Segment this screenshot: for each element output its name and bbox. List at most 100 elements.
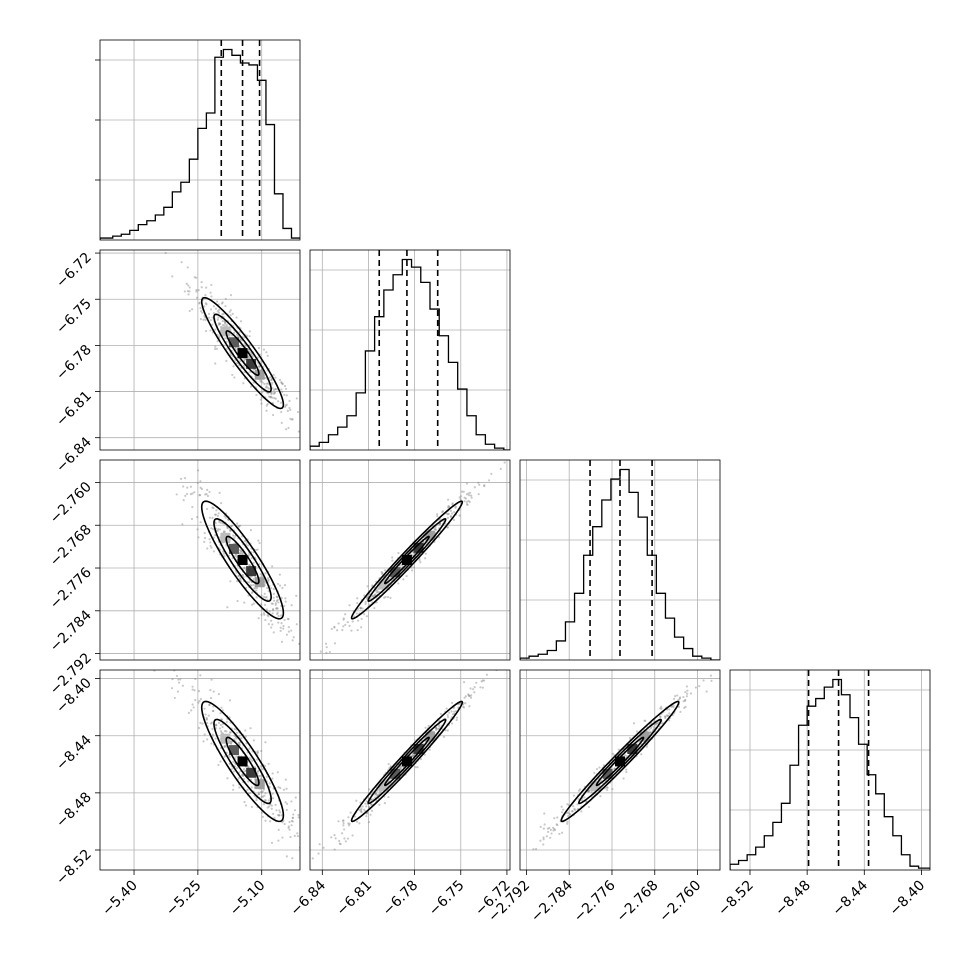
sample-point xyxy=(562,808,565,811)
sample-point xyxy=(448,711,451,714)
sample-point xyxy=(560,805,563,808)
density-cell xyxy=(237,348,248,359)
sample-point xyxy=(274,803,277,806)
sample-point xyxy=(257,769,260,773)
sample-point xyxy=(211,733,215,736)
sample-point xyxy=(268,805,271,808)
sample-point xyxy=(260,379,263,383)
sample-point xyxy=(212,709,215,712)
sample-point xyxy=(325,651,328,654)
sample-point xyxy=(263,603,267,606)
sample-point xyxy=(177,681,181,684)
sample-point xyxy=(451,713,455,716)
sample-point xyxy=(241,573,245,577)
sample-point xyxy=(384,595,387,599)
sample-point xyxy=(452,510,456,514)
sample-point xyxy=(477,493,480,496)
sample-point xyxy=(265,595,268,599)
sample-point xyxy=(606,786,609,789)
sample-point xyxy=(257,365,260,368)
sample-point xyxy=(283,393,286,396)
sample-point xyxy=(247,780,250,783)
sample-point xyxy=(249,385,253,388)
sample-point xyxy=(325,654,327,656)
sample-point xyxy=(263,382,266,386)
sample-point xyxy=(184,494,187,497)
sample-point xyxy=(348,604,351,607)
sample-point xyxy=(287,630,291,633)
sample-point xyxy=(273,816,276,819)
sample-point xyxy=(375,591,378,594)
sample-point xyxy=(204,329,208,333)
density-cell xyxy=(228,745,239,756)
sample-point xyxy=(241,773,244,776)
sample-point xyxy=(216,340,219,343)
density-cell xyxy=(246,767,257,778)
sample-point xyxy=(475,681,478,684)
sample-point xyxy=(291,820,294,823)
contour-level-1 xyxy=(367,718,447,805)
sample-point xyxy=(273,391,276,394)
sample-point xyxy=(438,523,441,526)
y-tick-label: −8.52 xyxy=(53,847,95,889)
sample-point xyxy=(235,580,239,583)
sample-point xyxy=(260,791,264,794)
sample-point xyxy=(200,280,203,284)
sample-point xyxy=(301,461,303,463)
sample-point xyxy=(685,685,689,688)
sample-point xyxy=(369,813,372,816)
sample-point xyxy=(202,318,205,321)
sample-point xyxy=(186,266,189,269)
sample-point xyxy=(387,795,390,799)
sample-point xyxy=(236,522,239,525)
sample-point xyxy=(572,805,575,808)
sample-point xyxy=(260,402,263,405)
sample-point xyxy=(584,800,588,803)
sample-point xyxy=(269,820,272,823)
sample-point xyxy=(232,788,235,791)
sample-point xyxy=(204,318,207,322)
sample-point xyxy=(229,731,232,734)
sample-point xyxy=(654,723,658,726)
sample-point xyxy=(492,662,494,664)
panel-frame xyxy=(99,39,301,241)
y-tick-label: −2.784 xyxy=(47,607,95,655)
sample-point xyxy=(276,598,279,601)
sample-point xyxy=(301,846,303,848)
sample-point xyxy=(613,767,616,770)
sample-point xyxy=(682,695,685,699)
sample-point xyxy=(545,835,548,838)
sample-point xyxy=(204,713,207,716)
sample-point xyxy=(449,509,452,512)
sample-point xyxy=(252,381,255,384)
sample-point xyxy=(221,725,224,729)
sample-point xyxy=(355,820,359,823)
sample-point xyxy=(372,594,375,598)
sample-point xyxy=(186,486,189,489)
sample-point xyxy=(192,706,195,709)
sample-point xyxy=(260,795,263,798)
sample-point xyxy=(237,525,241,528)
sample-point xyxy=(235,316,238,319)
sample-point xyxy=(253,587,256,590)
sample-point xyxy=(305,639,307,641)
sample-point xyxy=(297,430,300,433)
sample-point xyxy=(411,754,414,757)
sample-point xyxy=(595,768,599,771)
sample-point xyxy=(289,408,292,412)
sample-point xyxy=(258,562,261,566)
sample-point xyxy=(399,767,402,770)
sample-point xyxy=(235,767,239,770)
sample-point xyxy=(268,610,271,613)
sample-point xyxy=(632,722,636,725)
sample-point xyxy=(287,618,290,621)
sample-point xyxy=(215,724,218,727)
sample-point xyxy=(297,816,300,819)
sample-point xyxy=(542,836,545,839)
sample-point xyxy=(206,738,209,741)
sample-point xyxy=(370,803,373,806)
sample-point xyxy=(295,623,298,626)
sample-point xyxy=(221,709,224,712)
sample-point xyxy=(556,816,559,819)
sample-point xyxy=(251,354,254,357)
